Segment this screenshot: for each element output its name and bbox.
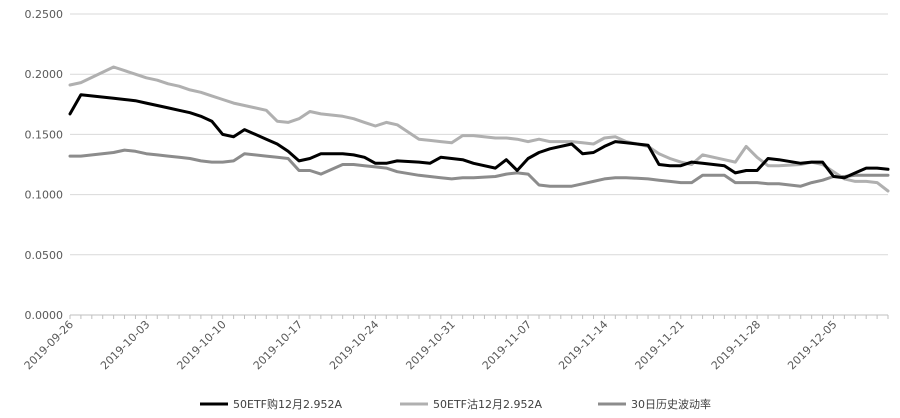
x-tick-label: 2019-10-10	[174, 318, 228, 372]
x-tick-label: 2019-10-03	[98, 318, 152, 372]
y-tick-label: 0.1000	[25, 189, 64, 202]
legend-label-3: 30日历史波动率	[631, 397, 711, 411]
x-tick-label: 2019-11-07	[480, 318, 534, 372]
y-tick-label: 0.0000	[25, 309, 64, 322]
x-tick-label: 2019-09-26	[22, 318, 76, 372]
x-tick-label: 2019-10-24	[327, 318, 381, 372]
x-tick-label: 2019-10-17	[251, 318, 305, 372]
legend-label-1: 50ETF购12月2.952A	[233, 397, 342, 411]
y-tick-label: 0.0500	[25, 249, 64, 262]
legend-label-2: 50ETF沽12月2.952A	[433, 398, 542, 411]
y-tick-label: 0.2500	[25, 8, 64, 21]
series-lines	[68, 65, 890, 193]
x-tick-label: 2019-11-14	[556, 318, 610, 372]
x-tick-label: 2019-11-21	[632, 318, 686, 372]
x-tick-label: 2019-11-28	[709, 318, 763, 372]
series-line-1	[68, 93, 890, 180]
series-line-2	[68, 65, 890, 193]
legend: 50ETF购12月2.952A 50ETF沽12月2.952A 30日历史波动率	[200, 397, 711, 411]
x-tick-label: 2019-10-31	[403, 318, 457, 372]
axes	[69, 314, 889, 319]
y-tick-label: 0.2000	[25, 68, 64, 81]
series-line-3	[68, 148, 890, 188]
x-tick-label: 2019-12-05	[785, 318, 839, 372]
y-axis-tick-labels: 0.0000 0.0500 0.1000 0.1500 0.2000 0.2500	[25, 8, 64, 322]
grid-lines	[70, 13, 888, 256]
y-tick-label: 0.1500	[25, 128, 64, 141]
x-axis-tick-labels: 2019-09-26 2019-10-03 2019-10-10 2019-10-17…	[22, 318, 840, 372]
